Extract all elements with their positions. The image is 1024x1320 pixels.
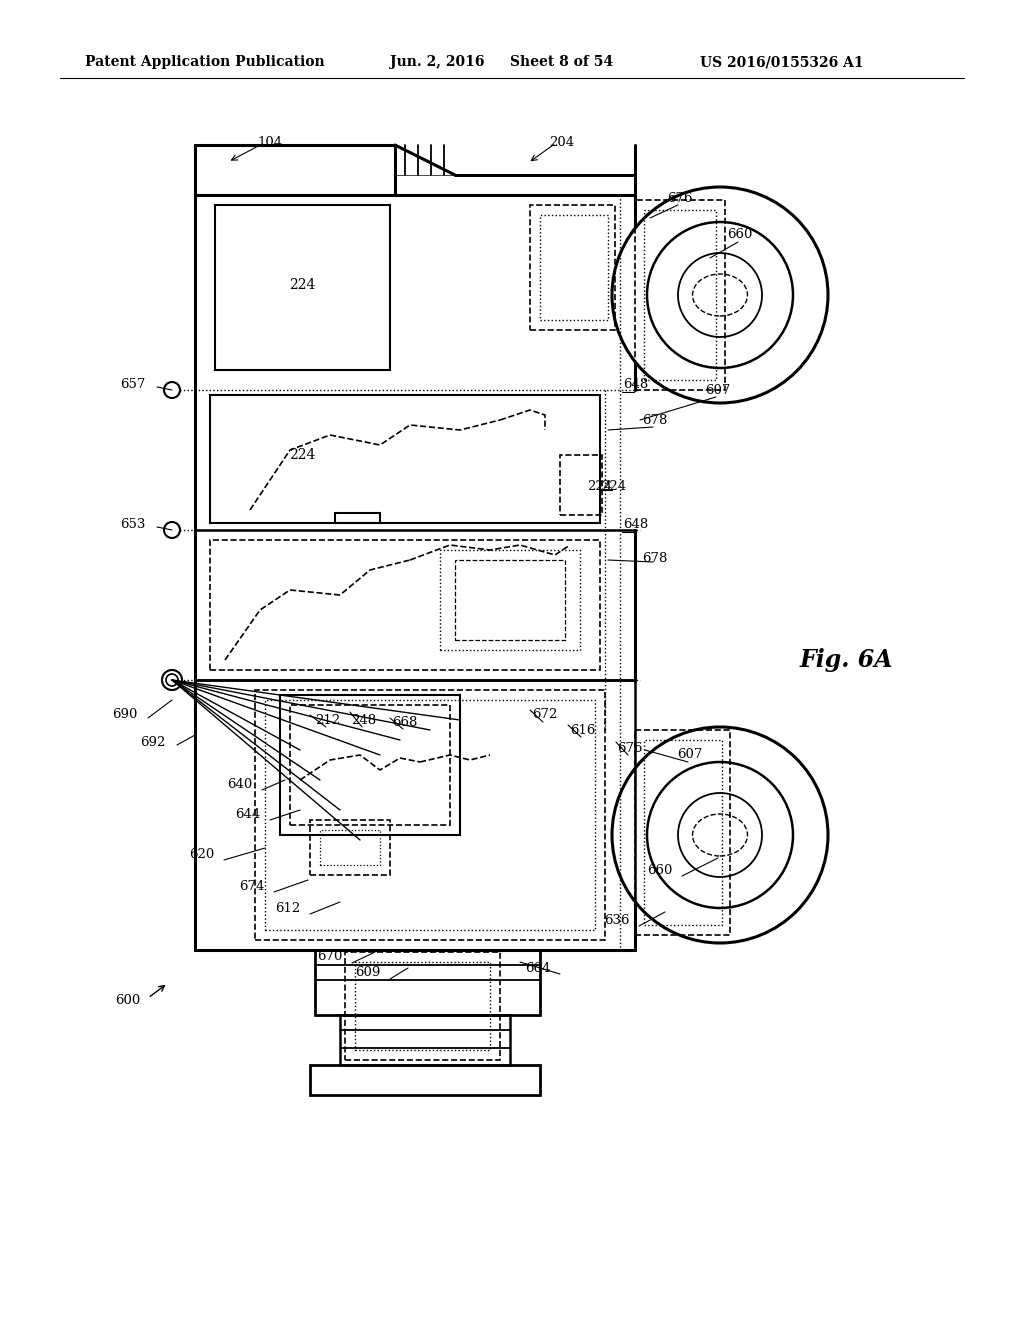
- Text: 657: 657: [120, 379, 145, 392]
- Bar: [210, 540, 600, 671]
- Text: 104: 104: [257, 136, 283, 149]
- Bar: [560, 455, 602, 515]
- Text: 672: 672: [532, 709, 558, 722]
- Circle shape: [612, 187, 828, 403]
- Text: 676: 676: [617, 742, 643, 755]
- Text: 636: 636: [604, 913, 630, 927]
- Text: 678: 678: [642, 413, 668, 426]
- Bar: [455, 560, 565, 640]
- Bar: [319, 830, 380, 865]
- Circle shape: [612, 727, 828, 942]
- Bar: [210, 395, 600, 523]
- Circle shape: [166, 675, 178, 686]
- Bar: [290, 705, 450, 825]
- Text: 648: 648: [624, 519, 648, 532]
- Text: 248: 248: [351, 714, 377, 726]
- Text: 690: 690: [113, 709, 137, 722]
- Bar: [310, 1065, 540, 1096]
- Bar: [530, 205, 615, 330]
- Text: 640: 640: [227, 779, 253, 792]
- Bar: [310, 820, 390, 875]
- Circle shape: [647, 762, 793, 908]
- Bar: [635, 730, 730, 935]
- Text: 670: 670: [317, 950, 343, 964]
- Circle shape: [164, 521, 180, 539]
- Text: 616: 616: [570, 723, 596, 737]
- Text: 204: 204: [550, 136, 574, 149]
- Text: Fig. 6A: Fig. 6A: [800, 648, 894, 672]
- Text: Jun. 2, 2016: Jun. 2, 2016: [390, 55, 484, 69]
- Bar: [635, 201, 725, 389]
- Text: US 2016/0155326 A1: US 2016/0155326 A1: [700, 55, 863, 69]
- Bar: [644, 741, 722, 925]
- Text: 600: 600: [116, 994, 140, 1006]
- Text: 653: 653: [120, 519, 145, 532]
- Circle shape: [678, 253, 762, 337]
- Ellipse shape: [692, 275, 748, 315]
- Bar: [255, 690, 605, 940]
- Bar: [265, 700, 595, 931]
- Text: 224: 224: [601, 480, 627, 494]
- Bar: [340, 1015, 510, 1065]
- Bar: [644, 210, 716, 380]
- Text: 692: 692: [140, 735, 166, 748]
- Text: 674: 674: [240, 880, 264, 894]
- Bar: [540, 215, 608, 319]
- Bar: [355, 962, 490, 1049]
- Text: 648: 648: [624, 379, 648, 392]
- Bar: [335, 513, 380, 523]
- Text: 668: 668: [392, 715, 418, 729]
- Text: 224: 224: [289, 447, 315, 462]
- Text: 676: 676: [668, 191, 693, 205]
- Text: 660: 660: [727, 228, 753, 242]
- Bar: [440, 550, 580, 649]
- Text: 620: 620: [189, 849, 215, 862]
- Text: 644: 644: [236, 808, 261, 821]
- Circle shape: [164, 381, 180, 399]
- Ellipse shape: [692, 814, 748, 855]
- Bar: [345, 952, 500, 1060]
- Text: 212: 212: [315, 714, 341, 726]
- Circle shape: [647, 222, 793, 368]
- Text: 609: 609: [355, 966, 381, 979]
- Text: 224: 224: [588, 480, 612, 494]
- Circle shape: [162, 671, 182, 690]
- Text: 660: 660: [647, 863, 673, 876]
- Bar: [215, 205, 390, 370]
- Text: 664: 664: [525, 961, 551, 974]
- Text: 678: 678: [642, 552, 668, 565]
- Text: 607: 607: [706, 384, 731, 396]
- Text: 224: 224: [289, 279, 315, 292]
- Bar: [280, 696, 460, 836]
- Text: 612: 612: [275, 902, 301, 915]
- Bar: [195, 680, 635, 950]
- Bar: [315, 950, 540, 1015]
- Text: Sheet 8 of 54: Sheet 8 of 54: [510, 55, 613, 69]
- Bar: [195, 531, 635, 680]
- Text: Patent Application Publication: Patent Application Publication: [85, 55, 325, 69]
- Circle shape: [678, 793, 762, 876]
- Text: 607: 607: [677, 748, 702, 762]
